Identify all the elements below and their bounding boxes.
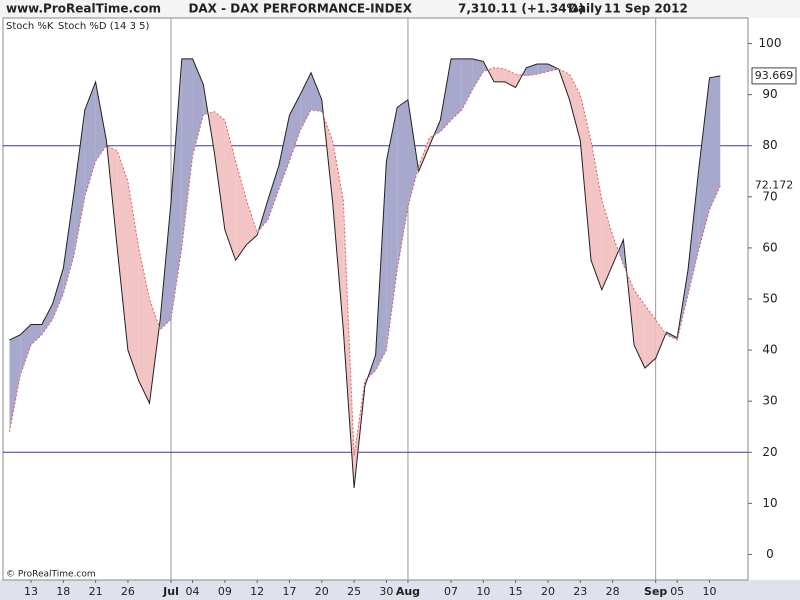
x-tick-label: 23 bbox=[573, 585, 587, 598]
fill-area bbox=[138, 247, 150, 404]
fill-area bbox=[311, 72, 322, 112]
x-tick-label: 07 bbox=[444, 585, 458, 598]
y-tick-label: 20 bbox=[762, 445, 777, 459]
fill-area bbox=[63, 191, 75, 294]
y-tick-label: 30 bbox=[762, 394, 777, 408]
period: Daily bbox=[568, 2, 602, 16]
fill-area bbox=[591, 140, 602, 290]
fill-area bbox=[149, 299, 160, 404]
x-tick-label: 04 bbox=[186, 585, 200, 598]
fill-area bbox=[74, 109, 85, 256]
fill-area bbox=[95, 81, 107, 162]
last-value-label: 72.172 bbox=[755, 179, 794, 192]
copyright: © ProRealTime.com bbox=[6, 570, 96, 580]
fill-area bbox=[601, 199, 613, 290]
fill-area bbox=[461, 58, 473, 110]
x-tick-label: 18 bbox=[56, 585, 70, 598]
x-tick-label: Sep bbox=[644, 585, 667, 598]
y-tick-label: 80 bbox=[762, 138, 777, 152]
fill-area bbox=[634, 289, 645, 368]
date: 11 Sep 2012 bbox=[604, 2, 688, 16]
x-tick-label: 21 bbox=[89, 585, 103, 598]
x-tick-label: Jul bbox=[162, 585, 179, 598]
y-tick-label: 40 bbox=[762, 343, 777, 357]
fill-area bbox=[192, 58, 204, 156]
fill-area bbox=[278, 115, 290, 190]
fill-area bbox=[9, 334, 21, 432]
fill-area bbox=[569, 74, 581, 141]
fill-area bbox=[386, 107, 398, 351]
fill-area bbox=[20, 324, 31, 376]
fill-area bbox=[407, 99, 419, 208]
x-axis-band bbox=[0, 580, 800, 600]
stoch-line bbox=[9, 58, 721, 489]
fill-area bbox=[31, 324, 42, 345]
fill-area bbox=[451, 58, 462, 121]
fill-area bbox=[472, 58, 484, 90]
fill-area bbox=[612, 235, 619, 265]
fill-area bbox=[397, 99, 408, 270]
fill-area bbox=[235, 161, 247, 261]
fill-area bbox=[41, 304, 53, 335]
fill-area bbox=[214, 111, 225, 231]
chart-title: DAX - DAX PERFORMANCE-INDEX bbox=[188, 2, 412, 16]
y-tick-label: 100 bbox=[759, 36, 782, 50]
y-tick-label: 0 bbox=[766, 547, 774, 561]
fill-area bbox=[267, 166, 279, 220]
y-tick-label: 70 bbox=[762, 189, 777, 203]
fill-area bbox=[440, 58, 452, 132]
last-value-box bbox=[751, 67, 797, 85]
fill-area bbox=[171, 58, 182, 320]
x-tick-label: 25 bbox=[347, 585, 361, 598]
fill-area bbox=[181, 58, 193, 248]
plot bbox=[3, 18, 748, 580]
fill-area bbox=[117, 150, 128, 351]
fill-area bbox=[580, 94, 592, 261]
fill-area bbox=[687, 169, 699, 295]
fill-area bbox=[618, 239, 624, 265]
y-tick-label: 10 bbox=[762, 496, 777, 510]
y-tick-label: 50 bbox=[762, 292, 777, 306]
x-tick-label: Aug bbox=[396, 585, 420, 598]
last-value-label: 93.669 bbox=[755, 69, 794, 82]
fill-area bbox=[655, 319, 666, 359]
x-tick-label: 05 bbox=[670, 585, 684, 598]
header-band bbox=[0, 0, 800, 18]
legend-entry: Stoch %K bbox=[6, 21, 54, 32]
fill-area bbox=[698, 77, 710, 250]
x-tick-label: 13 bbox=[24, 585, 38, 598]
fill-area bbox=[300, 72, 312, 131]
fill-area bbox=[709, 75, 721, 210]
fill-area bbox=[289, 94, 301, 162]
fill-area bbox=[84, 81, 96, 197]
y-tick-label: 90 bbox=[762, 87, 777, 101]
price: 7,310.11 (+1.34%) bbox=[458, 2, 584, 16]
legend-entry: Stoch %D (14 3 5) bbox=[58, 21, 149, 32]
y-tick-label: 60 bbox=[762, 240, 777, 254]
x-tick-label: 12 bbox=[250, 585, 264, 598]
x-tick-label: 30 bbox=[379, 585, 393, 598]
fill-area bbox=[494, 67, 505, 82]
x-tick-label: 28 bbox=[606, 585, 620, 598]
fill-area bbox=[52, 268, 64, 320]
x-tick-label: 20 bbox=[541, 585, 555, 598]
fill-area bbox=[644, 305, 656, 368]
fill-area bbox=[224, 120, 236, 261]
x-tick-label: 10 bbox=[703, 585, 717, 598]
x-tick-label: 10 bbox=[476, 585, 490, 598]
site-name: www.ProRealTime.com bbox=[6, 2, 161, 16]
fill-area bbox=[246, 199, 258, 245]
x-tick-label: 20 bbox=[315, 585, 329, 598]
fill-area bbox=[537, 63, 548, 75]
x-tick-label: 15 bbox=[509, 585, 523, 598]
x-tick-label: 09 bbox=[218, 585, 232, 598]
x-tick-label: 17 bbox=[282, 585, 296, 598]
x-tick-label: 26 bbox=[121, 585, 135, 598]
